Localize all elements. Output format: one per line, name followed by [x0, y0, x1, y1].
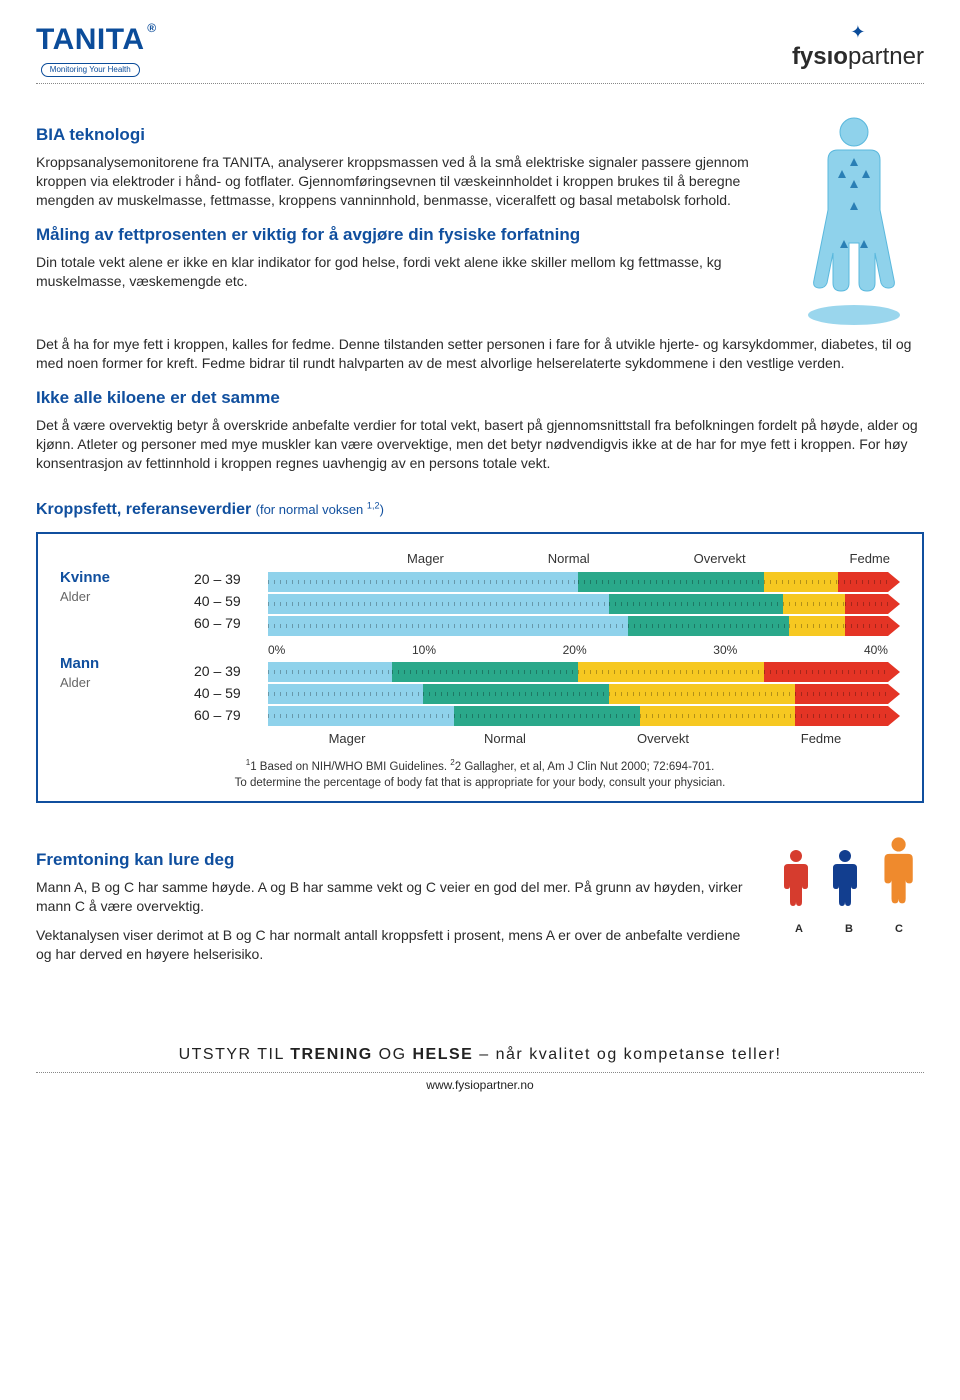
chart-segment	[783, 594, 845, 614]
body-figure	[784, 110, 924, 335]
person-label: C	[895, 922, 903, 937]
arrow-icon	[888, 616, 900, 636]
chart-bar	[268, 594, 900, 614]
chart-segment	[640, 706, 795, 726]
star-icon: ✦	[792, 23, 924, 41]
category-label: Overvekt	[584, 730, 742, 748]
chart-segment	[578, 662, 764, 682]
gender-label: Kvinne	[60, 568, 180, 588]
chart-segment	[268, 616, 628, 636]
axis-label: 10%	[412, 642, 436, 658]
chart-segment	[838, 572, 888, 592]
dotted-divider	[36, 1072, 924, 1073]
person-label: A	[795, 922, 803, 937]
chart-segment	[423, 684, 609, 704]
chart-segment	[268, 706, 454, 726]
chart-title: Kroppsfett, referanseverdier (for normal…	[36, 499, 924, 521]
axis-label: 30%	[713, 642, 737, 658]
arrow-icon	[888, 706, 900, 726]
footer: UTSTYR TIL TRENING OG HELSE – når kvalit…	[36, 1044, 924, 1093]
age-label: 40 – 59	[194, 682, 254, 704]
chart-bar	[268, 684, 900, 704]
footer-url: www.fysiopartner.no	[36, 1077, 924, 1093]
body-silhouette-icon	[794, 110, 914, 330]
footer-slogan: UTSTYR TIL TRENING OG HELSE – når kvalit…	[36, 1044, 924, 1066]
paragraph: Det å være overvektig betyr å overskride…	[36, 416, 924, 473]
person-icon	[776, 848, 816, 920]
reference-chart: KvinneAlder MannAlder20 – 3940 – 5960 – …	[36, 532, 924, 803]
chart-segment	[268, 662, 392, 682]
paragraph: Mann A, B og C har samme høyde. A og B h…	[36, 878, 754, 916]
chart-segment	[795, 684, 888, 704]
axis-label: 20%	[563, 642, 587, 658]
category-label: Fedme	[850, 550, 890, 568]
paragraph: Det å ha for mye fett i kroppen, kalles …	[36, 335, 924, 373]
age-label: 60 – 79	[194, 612, 254, 634]
person-icon	[875, 835, 922, 920]
chart-segment	[795, 706, 888, 726]
chart-segment	[609, 594, 783, 614]
arrow-icon	[888, 662, 900, 682]
category-label: Normal	[548, 550, 590, 568]
chart-bar	[268, 616, 900, 636]
section-title-bia: BIA teknologi	[36, 124, 766, 147]
chart-segment	[268, 594, 609, 614]
chart-footnote: 11 Based on NIH/WHO BMI Guidelines. 22 G…	[60, 757, 900, 791]
chart-bar	[268, 572, 900, 592]
chart-segment	[268, 572, 578, 592]
axis-label: 0%	[268, 642, 285, 658]
chart-bar	[268, 706, 900, 726]
tanita-logo: TANITA Monitoring Your Health	[36, 20, 145, 77]
alder-label: Alder	[60, 588, 180, 606]
axis-label: 40%	[864, 642, 888, 658]
chart-segment	[268, 684, 423, 704]
section-title-fettprosent: Måling av fettprosenten er viktig for å …	[36, 224, 766, 247]
arrow-icon	[888, 684, 900, 704]
category-label: Overvekt	[694, 550, 746, 568]
age-label: 60 – 79	[194, 704, 254, 726]
age-label: 20 – 39	[194, 660, 254, 682]
chart-bar	[268, 662, 900, 682]
chart-segment	[392, 662, 578, 682]
paragraph: Vektanalysen viser derimot at B og C har…	[36, 926, 754, 964]
person-icon	[825, 848, 865, 920]
category-label: Fedme	[742, 730, 900, 748]
paragraph: Din totale vekt alene er ikke en klar in…	[36, 253, 766, 291]
dotted-divider	[36, 83, 924, 84]
chart-segment	[789, 616, 845, 636]
chart-segment	[764, 662, 888, 682]
gender-label: Mann	[60, 654, 180, 674]
section-title-fremtoning: Fremtoning kan lure deg	[36, 849, 754, 872]
chart-segment	[845, 616, 888, 636]
person-label: B	[845, 922, 853, 937]
tanita-brand: TANITA	[36, 20, 145, 61]
tanita-sub: Monitoring Your Health	[41, 63, 140, 78]
arrow-icon	[888, 572, 900, 592]
header: TANITA Monitoring Your Health ✦ fysıopar…	[36, 20, 924, 77]
age-label: 40 – 59	[194, 590, 254, 612]
fysiopartner-logo: ✦ fysıopartner	[792, 23, 924, 73]
age-label: 20 – 39	[194, 568, 254, 590]
category-label: Mager	[407, 550, 444, 568]
alder-label: Alder	[60, 674, 180, 692]
chart-segment	[454, 706, 640, 726]
chart-segment	[845, 594, 888, 614]
category-label: Normal	[426, 730, 584, 748]
chart-segment	[764, 572, 838, 592]
three-men-figure: A B C	[774, 835, 924, 974]
section-title-kilo: Ikke alle kiloene er det samme	[36, 387, 924, 410]
paragraph: Kroppsanalysemonitorene fra TANITA, anal…	[36, 153, 766, 210]
arrow-icon	[888, 594, 900, 614]
chart-segment	[609, 684, 795, 704]
category-label: Mager	[268, 730, 426, 748]
chart-segment	[578, 572, 764, 592]
chart-segment	[628, 616, 789, 636]
